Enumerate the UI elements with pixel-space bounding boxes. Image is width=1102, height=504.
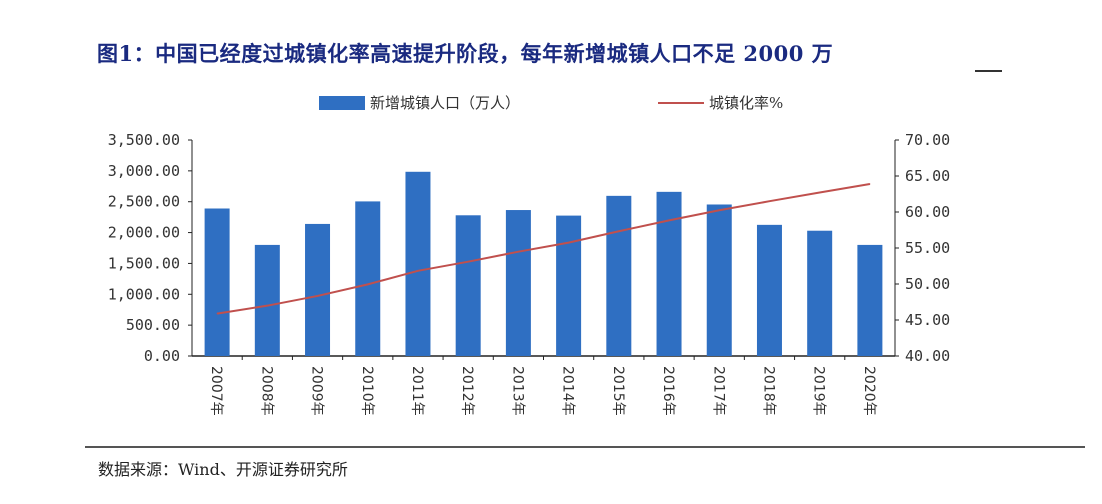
legend-bar-label: 新增城镇人口（万人）	[370, 94, 521, 112]
right-tick-label: 45.00	[905, 311, 950, 329]
bar-2018年	[756, 224, 782, 356]
x-tick-label: 2010年	[359, 366, 375, 416]
x-tick-label: 2008年	[258, 366, 274, 416]
bar-2010年	[355, 201, 381, 356]
rate-point-2012年	[467, 261, 469, 263]
bar-2007年	[204, 208, 230, 356]
rate-point-2015年	[618, 230, 620, 232]
rate-point-2009年	[317, 295, 319, 297]
rate-point-2016年	[668, 219, 670, 221]
right-tick-label: 40.00	[905, 347, 950, 365]
right-tick-label: 60.00	[905, 203, 950, 221]
left-tick-label: 1,500.00	[108, 254, 180, 272]
rate-point-2013年	[517, 251, 519, 253]
rate-point-2020年	[869, 183, 871, 185]
x-tick-label: 2014年	[560, 366, 576, 416]
left-tick-label: 3,000.00	[108, 162, 180, 180]
legend-line-label: 城镇化率%	[709, 94, 784, 112]
chart-title: 图1：中国已经度过城镇化率高速提升阶段，每年新增城镇人口不足 2000 万	[97, 41, 834, 66]
rate-point-2014年	[568, 242, 570, 244]
x-tick-label: 2011年	[409, 366, 425, 416]
bar-2012年	[455, 215, 481, 356]
x-tick-label: 2007年	[208, 366, 224, 416]
bar-2019年	[807, 230, 833, 356]
right-tick-label: 50.00	[905, 275, 950, 293]
left-tick-label: 3,500.00	[108, 131, 180, 149]
bar-2008年	[254, 244, 280, 356]
rate-point-2019年	[819, 191, 821, 193]
x-tick-label: 2016年	[660, 366, 676, 416]
x-tick-label: 2013年	[509, 366, 525, 416]
legend: 新增城镇人口（万人） 城镇化率%	[0, 92, 1102, 114]
left-tick-label: 1,000.00	[108, 285, 180, 303]
x-tick-label: 2018年	[760, 366, 776, 416]
x-tick-label: 2009年	[309, 366, 325, 416]
left-tick-label: 2,000.00	[108, 224, 180, 242]
bar-2017年	[706, 204, 732, 356]
left-tick-label: 0.00	[144, 347, 180, 365]
bar-2016年	[656, 191, 682, 356]
legend-line-swatch	[658, 102, 704, 104]
legend-bar-swatch	[319, 96, 365, 110]
x-tick-label: 2012年	[459, 366, 475, 416]
rate-point-2017年	[718, 209, 720, 211]
rate-point-2011年	[417, 270, 419, 272]
rate-point-2008年	[266, 305, 268, 307]
bar-2011年	[405, 171, 431, 356]
source-note: 数据来源：Wind、开源证券研究所	[98, 460, 348, 479]
x-tick-label: 2017年	[710, 366, 726, 416]
right-tick-label: 70.00	[905, 131, 950, 149]
bar-2014年	[556, 215, 582, 356]
bar-2009年	[305, 223, 331, 356]
x-tick-label: 2015年	[610, 366, 626, 416]
x-tick-label: 2020年	[861, 366, 877, 416]
right-tick-label: 55.00	[905, 239, 950, 257]
right-tick-label: 65.00	[905, 167, 950, 185]
source-divider	[85, 446, 1085, 448]
decorative-dash	[975, 70, 1002, 72]
left-tick-label: 500.00	[126, 316, 180, 334]
urbanization-rate-line	[216, 183, 871, 315]
rate-point-2010年	[367, 283, 369, 285]
bar-2013年	[505, 210, 531, 356]
bar-2015年	[606, 195, 632, 356]
rate-point-2018年	[768, 200, 770, 202]
bar-2020年	[857, 244, 883, 356]
x-tick-label: 2019年	[811, 366, 827, 416]
rate-point-2007年	[216, 313, 218, 315]
left-tick-label: 2,500.00	[108, 193, 180, 211]
